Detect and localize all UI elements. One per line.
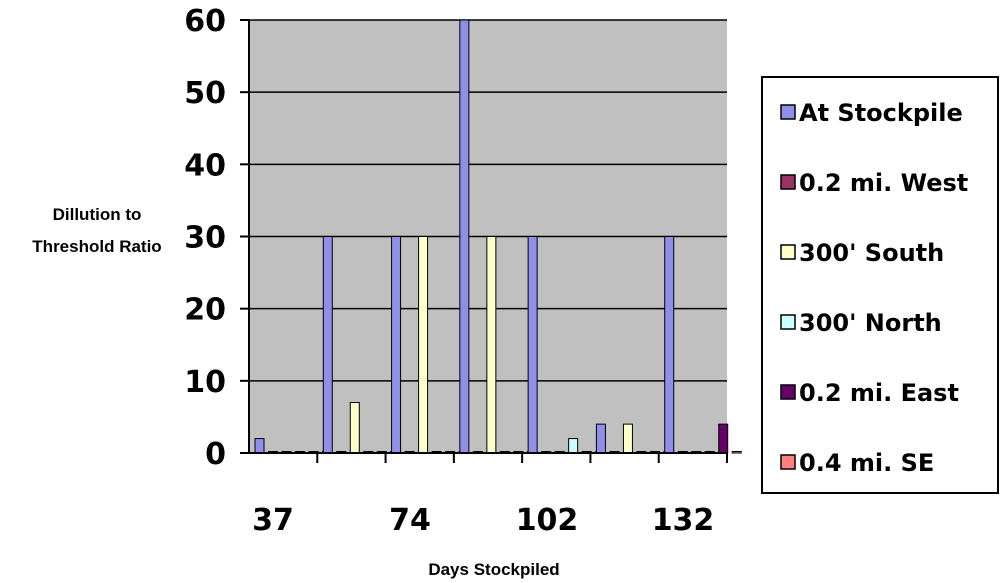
legend-swatch <box>780 104 796 120</box>
bar-300-north-5 <box>568 438 579 454</box>
y-tick-label: 20 <box>184 293 226 328</box>
bar-at-stockpile-1 <box>254 438 265 454</box>
y-axis-title-line-1: Dillution to <box>53 205 142 224</box>
legend: At Stockpile 0.2 mi. West 300' South 300' N… <box>780 99 968 477</box>
legend-swatch <box>780 384 796 400</box>
legend-label: 300' North <box>799 309 942 337</box>
bar-300-south-2 <box>349 401 360 454</box>
bar-0-4-mi-se-7 <box>731 451 742 454</box>
legend-box <box>761 76 999 494</box>
y-tick-label: 10 <box>184 365 226 400</box>
bar-300-south-4 <box>486 236 497 454</box>
x-tick-label: 74 <box>389 503 431 538</box>
bar-300-south-6 <box>622 423 633 454</box>
legend-swatch <box>780 314 796 330</box>
y-tick-label: 0 <box>205 437 226 472</box>
legend-label: 300' South <box>799 239 944 267</box>
legend-label: 0.2 mi. East <box>799 379 959 407</box>
legend-swatch <box>780 454 796 470</box>
bar-at-stockpile-3 <box>391 236 402 454</box>
y-tick-label: 30 <box>184 221 226 256</box>
bar-at-stockpile-7 <box>664 236 675 454</box>
y-tick-label: 60 <box>184 4 226 39</box>
bar-at-stockpile-4 <box>459 19 470 454</box>
bar-at-stockpile-2 <box>322 236 333 454</box>
x-axis-title: Days Stockpiled <box>428 560 559 579</box>
x-ticks: 37 74 102 132 <box>252 453 728 538</box>
bar-0-2-mi-east-7 <box>718 423 729 454</box>
y-tick-label: 50 <box>184 76 226 111</box>
x-tick-label: 102 <box>516 503 579 538</box>
legend-label: 0.4 mi. SE <box>799 449 934 477</box>
bar-300-south-3 <box>418 236 429 454</box>
y-axis-title-line-2: Threshold Ratio <box>32 237 161 256</box>
bar-at-stockpile-5 <box>527 236 538 454</box>
y-ticks: 0 10 20 30 40 50 60 <box>184 4 249 472</box>
legend-label: At Stockpile <box>799 99 963 127</box>
legend-swatch <box>780 174 796 190</box>
y-tick-label: 40 <box>184 148 226 183</box>
legend-swatch <box>780 244 796 260</box>
x-tick-label: 37 <box>252 503 294 538</box>
x-tick-label: 132 <box>652 503 715 538</box>
legend-label: 0.2 mi. West <box>799 169 968 197</box>
bar-at-stockpile-6 <box>595 423 606 454</box>
